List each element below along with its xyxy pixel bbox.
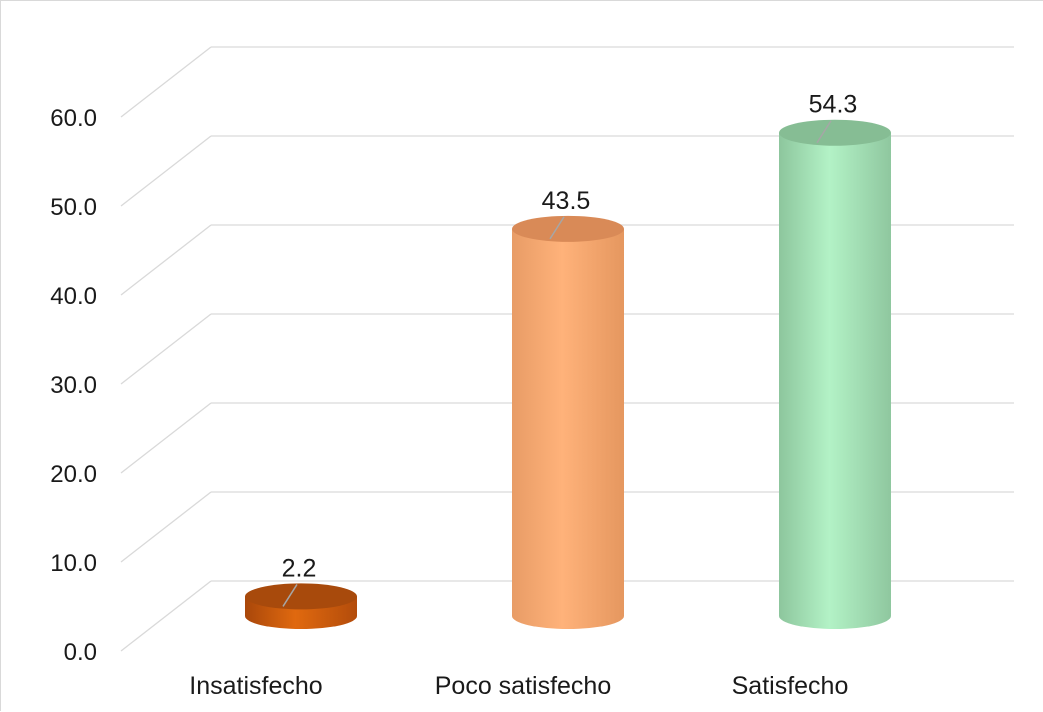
- gridline-diagonal: [120, 402, 212, 474]
- data-label-leader: [549, 216, 565, 240]
- x-category-label: Insatisfecho: [189, 672, 322, 700]
- bar-body: [512, 228, 624, 629]
- y-tick-label: 50.0: [50, 194, 97, 221]
- data-label: 43.5: [542, 187, 591, 215]
- y-tick-label: 30.0: [50, 372, 97, 399]
- labels: 0.0 10.0 20.0 30.0 40.0 50.0 60.0 2.2 Insatisfec…: [50, 91, 857, 700]
- x-category-label: Poco satisfecho: [435, 672, 612, 700]
- gridline-diagonal: [120, 46, 212, 118]
- y-tick-label: 10.0: [50, 550, 97, 577]
- bars: [245, 119, 891, 630]
- gridline-diagonal: [120, 135, 212, 207]
- bar-top-cap: [245, 583, 357, 610]
- y-tick-label: 60.0: [50, 105, 97, 132]
- bar-body: [779, 132, 891, 630]
- data-label: 2.2: [282, 554, 317, 582]
- x-category-label: Satisfecho: [732, 672, 849, 700]
- gridline-diagonal: [120, 580, 212, 652]
- bar-top-cap: [512, 215, 624, 242]
- gridline-diagonal: [120, 224, 212, 296]
- data-label-leader: [282, 584, 298, 607]
- y-tick-label: 20.0: [50, 461, 97, 488]
- bar-top-cap: [779, 119, 891, 146]
- gridline-diagonal: [120, 313, 212, 385]
- y-tick-label: 0.0: [64, 639, 97, 666]
- gridline-diagonal: [120, 491, 212, 563]
- data-label-leader: [816, 120, 832, 144]
- y-tick-label: 40.0: [50, 283, 97, 310]
- data-label: 54.3: [809, 91, 858, 119]
